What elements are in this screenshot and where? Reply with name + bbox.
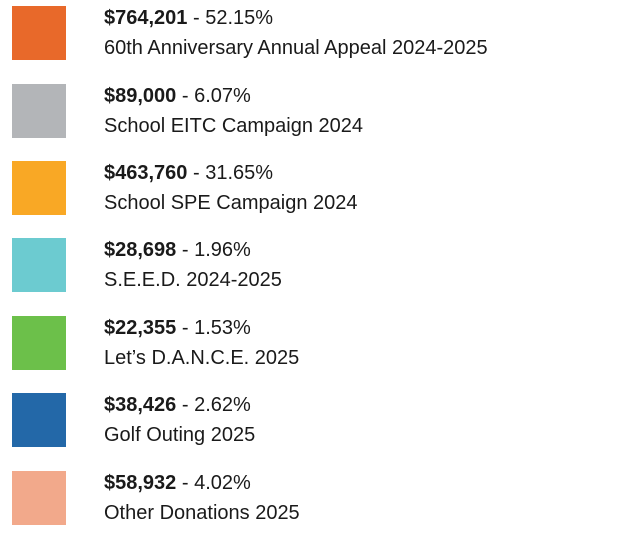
color-swatch xyxy=(12,6,66,60)
amount: $22,355 xyxy=(104,317,177,339)
amount-line: $38,426 - 2.62% xyxy=(104,393,251,417)
color-swatch xyxy=(12,471,66,525)
amount: $89,000 xyxy=(104,85,177,107)
color-swatch xyxy=(12,238,66,292)
amount: $764,201 xyxy=(104,7,188,29)
color-swatch xyxy=(12,316,66,370)
legend-item: $28,698 - 1.96% S.E.E.D. 2024-2025 xyxy=(0,238,627,298)
item-label: S.E.E.D. 2024-2025 xyxy=(104,269,282,291)
color-swatch xyxy=(12,84,66,138)
legend-item: $22,355 - 1.53% Let’s D.A.N.C.E. 2025 xyxy=(0,316,627,376)
item-label: School SPE Campaign 2024 xyxy=(104,192,358,214)
legend-item: $764,201 - 52.15% 60th Anniversary Annual… xyxy=(0,6,627,66)
share: - 1.96% xyxy=(181,239,251,261)
color-swatch xyxy=(12,161,66,215)
amount: $38,426 xyxy=(104,394,177,416)
item-label: School EITC Campaign 2024 xyxy=(104,115,364,137)
item-label: Let’s D.A.N.C.E. 2025 xyxy=(104,347,300,369)
amount: $463,760 xyxy=(104,162,188,184)
item-label: 60th Anniversary Annual Appeal 2024-2025 xyxy=(104,37,488,59)
amount-line: $89,000 - 6.07% xyxy=(104,84,251,108)
amount-line: $764,201 - 52.15% xyxy=(104,6,273,30)
item-label: Other Donations 2025 xyxy=(104,502,300,524)
share: - 31.65% xyxy=(192,162,274,184)
share: - 52.15% xyxy=(192,7,274,29)
amount-line: $28,698 - 1.96% xyxy=(104,238,251,262)
legend-item: $58,932 - 4.02% Other Donations 2025 xyxy=(0,471,627,531)
legend-item: $463,760 - 31.65% School SPE Campaign 202… xyxy=(0,161,627,221)
color-swatch xyxy=(12,393,66,447)
amount-line: $22,355 - 1.53% xyxy=(104,316,251,340)
share: - 2.62% xyxy=(181,394,251,416)
legend-item: $89,000 - 6.07% School EITC Campaign 2024 xyxy=(0,84,627,144)
legend-item: $38,426 - 2.62% Golf Outing 2025 xyxy=(0,393,627,453)
item-label: Golf Outing 2025 xyxy=(104,424,256,446)
share: - 4.02% xyxy=(181,472,251,494)
amount-line: $463,760 - 31.65% xyxy=(104,161,273,185)
amount: $58,932 xyxy=(104,472,177,494)
amount-line: $58,932 - 4.02% xyxy=(104,471,251,495)
amount: $28,698 xyxy=(104,239,177,261)
share: - 6.07% xyxy=(181,85,251,107)
share: - 1.53% xyxy=(181,317,251,339)
